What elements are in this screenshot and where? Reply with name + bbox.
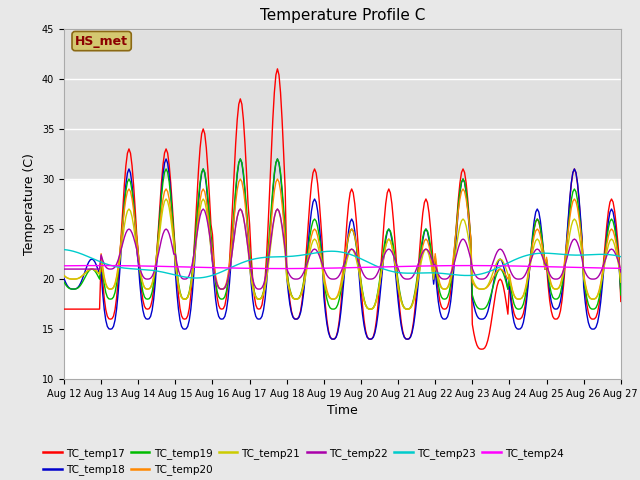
Bar [64, 29, 621, 179]
Line: TC_temp22: TC_temp22 [64, 209, 621, 289]
TC_temp22 [380, 252, 388, 258]
TC_temp17 [477, 346, 485, 352]
TC_temp18 [60, 276, 68, 281]
Text: HS_met: HS_met [75, 35, 128, 48]
TC_temp23 [410, 270, 417, 276]
TC_temp21 [412, 293, 419, 299]
Line: TC_temp21: TC_temp21 [64, 199, 621, 309]
TC_temp22 [164, 228, 172, 233]
TC_temp22 [76, 266, 83, 272]
TC_temp17 [60, 306, 68, 312]
Line: TC_temp17: TC_temp17 [64, 69, 621, 349]
X-axis label: Time: Time [327, 405, 358, 418]
TC_temp19 [552, 296, 559, 302]
Line: TC_temp24: TC_temp24 [64, 265, 621, 269]
TC_temp18 [330, 336, 337, 342]
TC_temp24 [165, 264, 173, 269]
TC_temp24 [60, 263, 68, 269]
TC_temp17 [410, 319, 417, 324]
TC_temp22 [399, 275, 406, 280]
TC_temp23 [164, 270, 172, 276]
TC_temp20 [60, 273, 68, 278]
TC_temp18 [617, 288, 625, 294]
TC_temp18 [399, 330, 406, 336]
TC_temp18 [165, 172, 173, 178]
TC_temp24 [552, 264, 559, 270]
TC_temp21 [380, 251, 388, 257]
Title: Temperature Profile C: Temperature Profile C [260, 9, 425, 24]
TC_temp21 [165, 205, 173, 211]
TC_temp17 [274, 66, 282, 72]
TC_temp21 [617, 279, 625, 285]
Line: TC_temp20: TC_temp20 [64, 179, 621, 309]
TC_temp22 [218, 286, 226, 292]
TC_temp20 [552, 286, 559, 292]
TC_temp18 [380, 250, 388, 255]
TC_temp19 [330, 306, 337, 312]
TC_temp22 [200, 206, 207, 212]
TC_temp22 [412, 269, 419, 275]
TC_temp20 [76, 275, 83, 281]
TC_temp20 [399, 302, 406, 308]
Line: TC_temp23: TC_temp23 [64, 250, 621, 278]
TC_temp19 [412, 288, 419, 294]
TC_temp20 [164, 189, 172, 194]
TC_temp23 [191, 275, 199, 281]
TC_temp19 [60, 279, 68, 285]
TC_temp24 [76, 263, 83, 268]
TC_temp21 [399, 303, 406, 309]
TC_temp21 [552, 286, 559, 292]
TC_temp17 [76, 306, 83, 312]
TC_temp23 [60, 247, 68, 252]
TC_temp24 [399, 264, 406, 269]
TC_temp20 [366, 306, 374, 312]
TC_temp18 [163, 156, 170, 162]
TC_temp23 [617, 254, 625, 260]
TC_temp24 [412, 263, 419, 269]
TC_temp20 [237, 176, 244, 182]
TC_temp17 [397, 319, 405, 324]
TC_temp24 [380, 264, 388, 270]
TC_temp18 [552, 306, 559, 312]
TC_temp24 [280, 266, 287, 272]
TC_temp23 [397, 270, 405, 276]
TC_temp17 [379, 239, 387, 244]
TC_temp18 [412, 312, 419, 317]
TC_temp19 [237, 156, 244, 162]
Line: TC_temp18: TC_temp18 [64, 159, 621, 339]
TC_temp19 [399, 302, 406, 308]
TC_temp24 [94, 263, 102, 268]
Legend: TC_temp17, TC_temp18, TC_temp19, TC_temp20, TC_temp21, TC_temp22, TC_temp23, TC_: TC_temp17, TC_temp18, TC_temp19, TC_temp… [38, 444, 568, 480]
TC_temp20 [412, 290, 419, 296]
TC_temp23 [550, 251, 558, 256]
TC_temp17 [552, 316, 559, 322]
TC_temp19 [164, 169, 172, 175]
TC_temp21 [366, 306, 374, 312]
TC_temp24 [617, 265, 625, 271]
Line: TC_temp19: TC_temp19 [64, 159, 621, 309]
TC_temp23 [379, 266, 387, 272]
TC_temp20 [380, 251, 388, 257]
TC_temp18 [76, 282, 83, 288]
TC_temp19 [380, 243, 388, 249]
TC_temp19 [76, 284, 83, 289]
Y-axis label: Temperature (C): Temperature (C) [23, 153, 36, 255]
TC_temp22 [617, 269, 625, 275]
TC_temp21 [60, 273, 68, 278]
TC_temp17 [617, 299, 625, 304]
TC_temp20 [617, 279, 625, 285]
TC_temp23 [76, 250, 83, 256]
TC_temp19 [617, 292, 625, 298]
TC_temp21 [163, 196, 170, 202]
TC_temp22 [552, 276, 559, 282]
TC_temp22 [60, 266, 68, 272]
TC_temp21 [76, 275, 83, 281]
TC_temp17 [164, 150, 172, 156]
